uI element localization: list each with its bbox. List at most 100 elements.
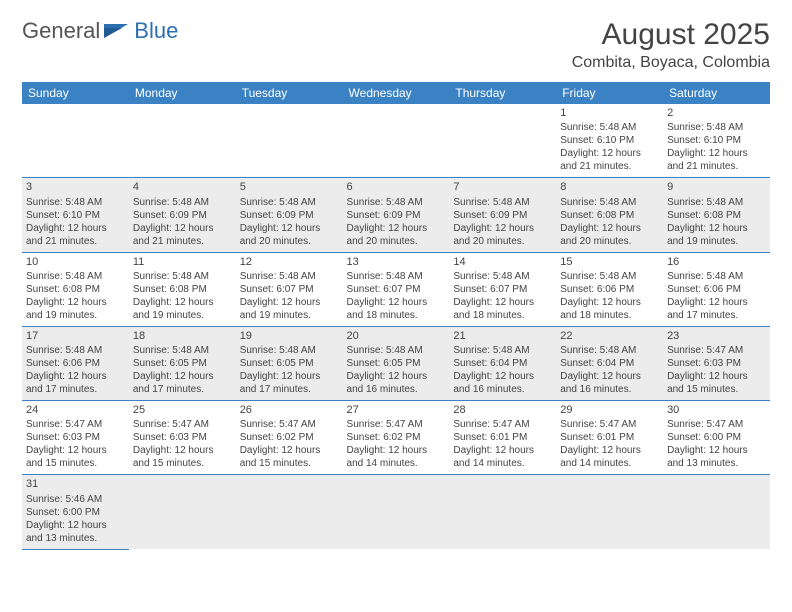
sunrise-text: Sunrise: 5:48 AM bbox=[133, 196, 232, 209]
calendar-day-cell: 25Sunrise: 5:47 AMSunset: 6:03 PMDayligh… bbox=[129, 401, 236, 475]
calendar-day-cell: 13Sunrise: 5:48 AMSunset: 6:07 PMDayligh… bbox=[343, 252, 450, 326]
daylight-text: Daylight: 12 hours and 20 minutes. bbox=[453, 222, 552, 248]
day-number: 27 bbox=[347, 403, 446, 417]
sunrise-text: Sunrise: 5:47 AM bbox=[453, 418, 552, 431]
day-number: 24 bbox=[26, 403, 125, 417]
calendar-day-cell: 14Sunrise: 5:48 AMSunset: 6:07 PMDayligh… bbox=[449, 252, 556, 326]
sunrise-text: Sunrise: 5:48 AM bbox=[453, 344, 552, 357]
weekday-header: Saturday bbox=[663, 82, 770, 104]
daylight-text: Daylight: 12 hours and 20 minutes. bbox=[560, 222, 659, 248]
sunrise-text: Sunrise: 5:48 AM bbox=[240, 270, 339, 283]
day-number: 8 bbox=[560, 180, 659, 194]
day-number: 7 bbox=[453, 180, 552, 194]
day-number: 10 bbox=[26, 255, 125, 269]
calendar-day-cell: 6Sunrise: 5:48 AMSunset: 6:09 PMDaylight… bbox=[343, 178, 450, 252]
sunset-text: Sunset: 6:09 PM bbox=[240, 209, 339, 222]
calendar-empty-cell bbox=[556, 475, 663, 549]
sunrise-text: Sunrise: 5:48 AM bbox=[347, 270, 446, 283]
daylight-text: Daylight: 12 hours and 21 minutes. bbox=[667, 147, 766, 173]
sunrise-text: Sunrise: 5:48 AM bbox=[240, 344, 339, 357]
day-number: 19 bbox=[240, 329, 339, 343]
sunrise-text: Sunrise: 5:48 AM bbox=[26, 270, 125, 283]
daylight-text: Daylight: 12 hours and 16 minutes. bbox=[347, 370, 446, 396]
day-number: 12 bbox=[240, 255, 339, 269]
day-number: 22 bbox=[560, 329, 659, 343]
calendar-day-cell: 8Sunrise: 5:48 AMSunset: 6:08 PMDaylight… bbox=[556, 178, 663, 252]
day-number: 31 bbox=[26, 477, 125, 491]
day-number: 2 bbox=[667, 106, 766, 120]
sunrise-text: Sunrise: 5:48 AM bbox=[240, 196, 339, 209]
calendar-day-cell: 28Sunrise: 5:47 AMSunset: 6:01 PMDayligh… bbox=[449, 401, 556, 475]
sunrise-text: Sunrise: 5:48 AM bbox=[560, 344, 659, 357]
calendar-day-cell: 10Sunrise: 5:48 AMSunset: 6:08 PMDayligh… bbox=[22, 252, 129, 326]
sunrise-text: Sunrise: 5:48 AM bbox=[560, 121, 659, 134]
sunrise-text: Sunrise: 5:48 AM bbox=[453, 196, 552, 209]
calendar-day-cell: 29Sunrise: 5:47 AMSunset: 6:01 PMDayligh… bbox=[556, 401, 663, 475]
day-number: 1 bbox=[560, 106, 659, 120]
location: Combita, Boyaca, Colombia bbox=[572, 54, 770, 72]
calendar-day-cell: 2Sunrise: 5:48 AMSunset: 6:10 PMDaylight… bbox=[663, 104, 770, 178]
weekday-header: Monday bbox=[129, 82, 236, 104]
day-number: 25 bbox=[133, 403, 232, 417]
daylight-text: Daylight: 12 hours and 21 minutes. bbox=[560, 147, 659, 173]
daylight-text: Daylight: 12 hours and 17 minutes. bbox=[667, 296, 766, 322]
sunrise-text: Sunrise: 5:48 AM bbox=[26, 344, 125, 357]
calendar-day-cell: 1Sunrise: 5:48 AMSunset: 6:10 PMDaylight… bbox=[556, 104, 663, 178]
day-number: 9 bbox=[667, 180, 766, 194]
sunset-text: Sunset: 6:01 PM bbox=[453, 431, 552, 444]
sunset-text: Sunset: 6:10 PM bbox=[26, 209, 125, 222]
sunset-text: Sunset: 6:05 PM bbox=[347, 357, 446, 370]
sunrise-text: Sunrise: 5:47 AM bbox=[347, 418, 446, 431]
logo-text-general: General bbox=[22, 18, 100, 44]
daylight-text: Daylight: 12 hours and 17 minutes. bbox=[240, 370, 339, 396]
sunset-text: Sunset: 6:00 PM bbox=[26, 506, 125, 519]
sunset-text: Sunset: 6:10 PM bbox=[560, 134, 659, 147]
sunset-text: Sunset: 6:05 PM bbox=[240, 357, 339, 370]
calendar-day-cell: 9Sunrise: 5:48 AMSunset: 6:08 PMDaylight… bbox=[663, 178, 770, 252]
daylight-text: Daylight: 12 hours and 18 minutes. bbox=[347, 296, 446, 322]
sunset-text: Sunset: 6:07 PM bbox=[240, 283, 339, 296]
calendar-table: SundayMondayTuesdayWednesdayThursdayFrid… bbox=[22, 82, 770, 550]
day-number: 26 bbox=[240, 403, 339, 417]
calendar-day-cell: 7 Sunrise: 5:48 AMSunset: 6:09 PMDaylight… bbox=[449, 178, 556, 252]
sunrise-text: Sunrise: 5:47 AM bbox=[667, 344, 766, 357]
day-number: 6 bbox=[347, 180, 446, 194]
sunrise-text: Sunrise: 5:48 AM bbox=[667, 121, 766, 134]
calendar-empty-cell bbox=[343, 475, 450, 549]
sunrise-text: Sunrise: 5:48 AM bbox=[26, 196, 125, 209]
day-number: 16 bbox=[667, 255, 766, 269]
calendar-week-row: 10Sunrise: 5:48 AMSunset: 6:08 PMDayligh… bbox=[22, 252, 770, 326]
sunset-text: Sunset: 6:10 PM bbox=[667, 134, 766, 147]
sunset-text: Sunset: 6:06 PM bbox=[26, 357, 125, 370]
sunrise-text: Sunrise: 5:47 AM bbox=[26, 418, 125, 431]
title-block: August 2025 Combita, Boyaca, Colombia bbox=[572, 18, 770, 72]
calendar-day-cell: 15Sunrise: 5:48 AMSunset: 6:06 PMDayligh… bbox=[556, 252, 663, 326]
sunrise-text: Sunrise: 5:48 AM bbox=[667, 270, 766, 283]
sunset-text: Sunset: 6:08 PM bbox=[26, 283, 125, 296]
sunset-text: Sunset: 6:04 PM bbox=[453, 357, 552, 370]
weekday-header: Sunday bbox=[22, 82, 129, 104]
daylight-text: Daylight: 12 hours and 15 minutes. bbox=[26, 444, 125, 470]
calendar-week-row: 3Sunrise: 5:48 AMSunset: 6:10 PMDaylight… bbox=[22, 178, 770, 252]
calendar-empty-cell bbox=[663, 475, 770, 549]
calendar-day-cell: 24Sunrise: 5:47 AMSunset: 6:03 PMDayligh… bbox=[22, 401, 129, 475]
daylight-text: Daylight: 12 hours and 14 minutes. bbox=[560, 444, 659, 470]
day-number: 13 bbox=[347, 255, 446, 269]
daylight-text: Daylight: 12 hours and 13 minutes. bbox=[26, 519, 125, 545]
sunset-text: Sunset: 6:02 PM bbox=[240, 431, 339, 444]
header: General Blue August 2025 Combita, Boyaca… bbox=[22, 18, 770, 72]
day-number: 3 bbox=[26, 180, 125, 194]
sunset-text: Sunset: 6:09 PM bbox=[133, 209, 232, 222]
calendar-day-cell: 31Sunrise: 5:46 AMSunset: 6:00 PMDayligh… bbox=[22, 475, 129, 549]
day-number: 23 bbox=[667, 329, 766, 343]
calendar-day-cell: 18Sunrise: 5:48 AMSunset: 6:05 PMDayligh… bbox=[129, 326, 236, 400]
day-number: 29 bbox=[560, 403, 659, 417]
sunset-text: Sunset: 6:07 PM bbox=[347, 283, 446, 296]
day-number: 17 bbox=[26, 329, 125, 343]
daylight-text: Daylight: 12 hours and 20 minutes. bbox=[240, 222, 339, 248]
sunset-text: Sunset: 6:06 PM bbox=[560, 283, 659, 296]
sunrise-text: Sunrise: 5:47 AM bbox=[133, 418, 232, 431]
sunset-text: Sunset: 6:09 PM bbox=[453, 209, 552, 222]
sunrise-text: Sunrise: 5:48 AM bbox=[133, 344, 232, 357]
sunset-text: Sunset: 6:03 PM bbox=[133, 431, 232, 444]
